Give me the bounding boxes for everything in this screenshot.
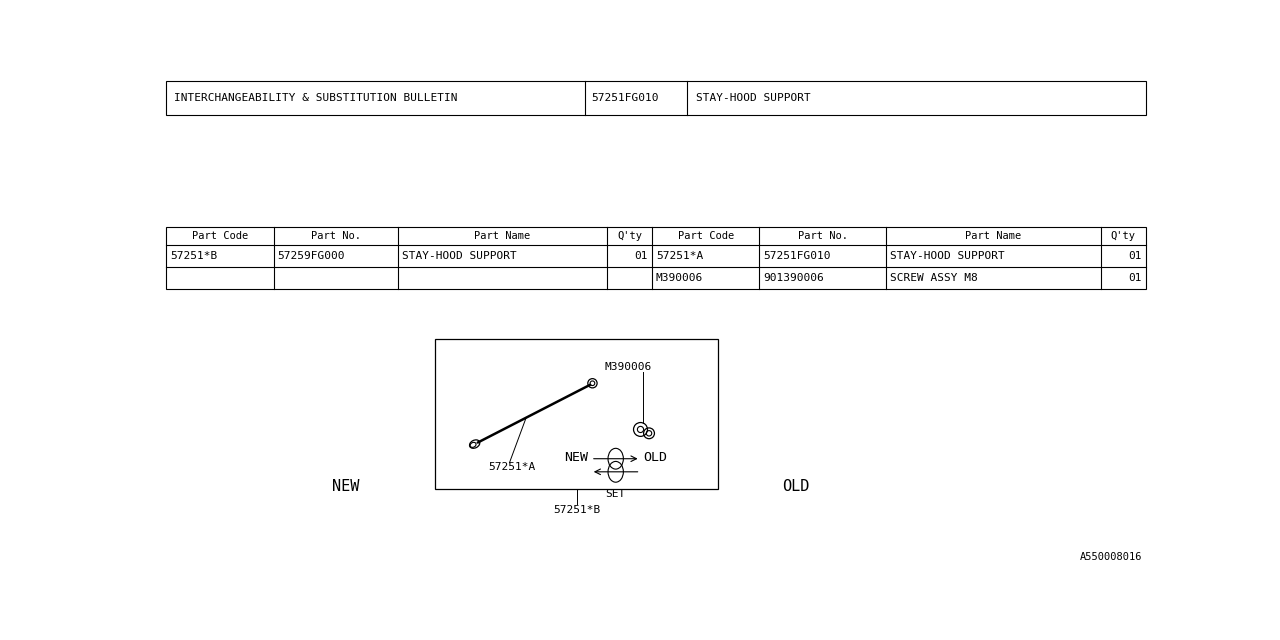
Text: STAY-HOOD SUPPORT: STAY-HOOD SUPPORT <box>890 252 1005 261</box>
Text: NEW: NEW <box>333 479 360 494</box>
Text: 01: 01 <box>1129 252 1142 261</box>
Bar <box>166 81 1146 115</box>
Text: 57251*A: 57251*A <box>655 252 703 261</box>
Text: Part Name: Part Name <box>965 231 1021 241</box>
Text: Part No.: Part No. <box>311 231 361 241</box>
Bar <box>166 227 1146 289</box>
Text: Part Code: Part Code <box>192 231 248 241</box>
Text: Part No.: Part No. <box>797 231 847 241</box>
Text: NEW: NEW <box>563 451 588 463</box>
Text: Q'ty: Q'ty <box>1111 231 1135 241</box>
Text: Part Code: Part Code <box>677 231 733 241</box>
Text: 57259FG000: 57259FG000 <box>278 252 344 261</box>
Text: 57251*B: 57251*B <box>170 252 218 261</box>
Text: M390006: M390006 <box>655 273 703 283</box>
Bar <box>435 339 718 489</box>
Text: 57251FG010: 57251FG010 <box>763 252 831 261</box>
Text: 57251*B: 57251*B <box>553 506 600 515</box>
Text: Q'ty: Q'ty <box>617 231 643 241</box>
Text: OLD: OLD <box>644 451 668 463</box>
Text: SCREW ASSY M8: SCREW ASSY M8 <box>890 273 978 283</box>
Text: STAY-HOOD SUPPORT: STAY-HOOD SUPPORT <box>696 93 812 103</box>
Text: 01: 01 <box>1129 273 1142 283</box>
Text: SET: SET <box>605 489 626 499</box>
Text: 57251*A: 57251*A <box>488 462 535 472</box>
Text: STAY-HOOD SUPPORT: STAY-HOOD SUPPORT <box>402 252 516 261</box>
Text: 901390006: 901390006 <box>763 273 824 283</box>
Text: M390006: M390006 <box>604 362 652 372</box>
Text: Part Name: Part Name <box>474 231 530 241</box>
Text: A550008016: A550008016 <box>1080 552 1143 562</box>
Text: OLD: OLD <box>782 479 809 494</box>
Text: 01: 01 <box>635 252 648 261</box>
Text: 57251FG010: 57251FG010 <box>591 93 658 103</box>
Text: INTERCHANGEABILITY & SUBSTITUTION BULLETIN: INTERCHANGEABILITY & SUBSTITUTION BULLET… <box>174 93 457 103</box>
